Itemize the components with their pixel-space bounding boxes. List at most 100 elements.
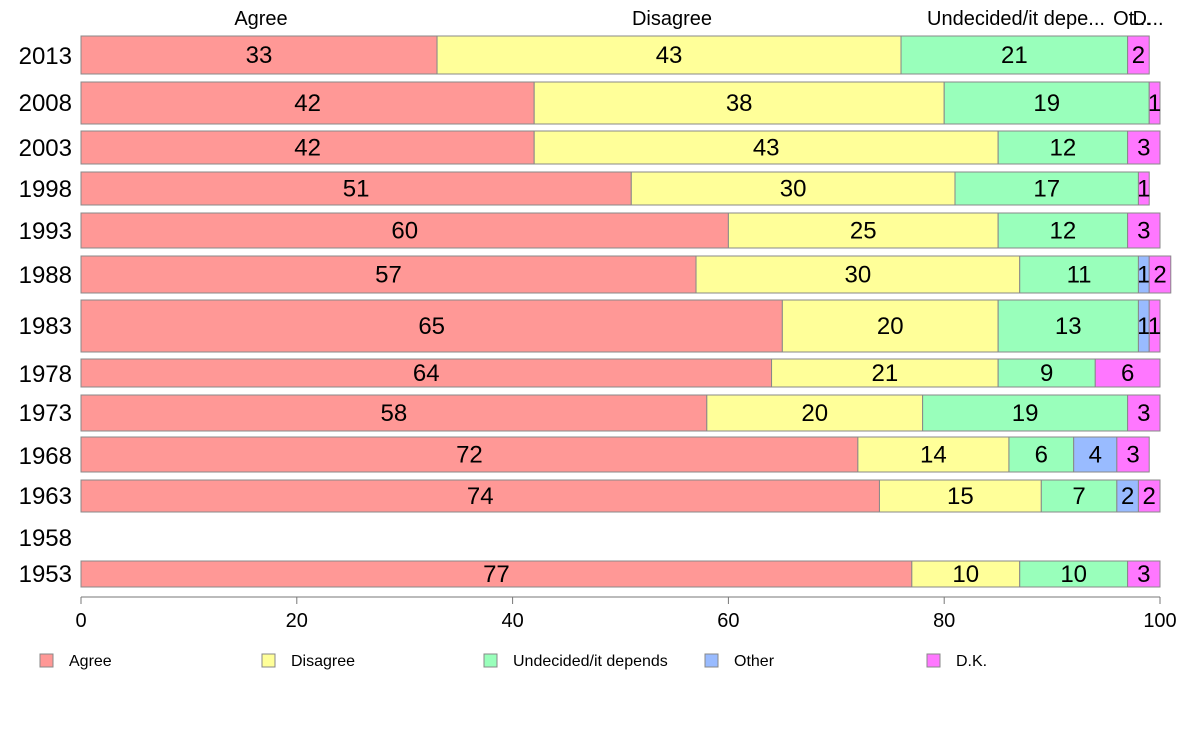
top-label: Agree [234,8,287,30]
bar-value-label: 65 [418,313,445,340]
x-tick-label: 60 [717,610,739,632]
bar-segment [1008,436,1075,473]
bar-value-label: 25 [850,218,877,245]
x-tick-label: 40 [501,610,523,632]
bar-value-label: 3 [1137,218,1150,245]
bar-segment [80,358,773,388]
bar-segment [1148,81,1161,125]
bar-value-label: 30 [780,176,807,203]
bar-value-label: 19 [1012,400,1039,427]
bar-segment [997,130,1129,165]
legend-label: Disagree [291,653,355,670]
category-label: 1993 [19,218,72,245]
bar-value-label: 72 [456,442,483,469]
bar-value-label: 15 [947,483,974,510]
bar-value-label: 3 [1137,135,1150,162]
bar-segment [80,212,729,249]
legend-label: Agree [69,653,112,670]
x-axis: 0 20 40 60 80 100 [75,596,1177,632]
bar-value-label: 51 [343,176,370,203]
bar-segment [533,130,999,165]
bar-segment [630,171,956,206]
bar-segment [727,212,999,249]
bar-value-label: 2 [1132,42,1145,69]
bar-value-label: 38 [726,90,753,117]
bar-segment [80,436,859,473]
top-label: Disagree [632,8,712,30]
bar-segment [997,299,1139,353]
bar-segment [1148,255,1172,294]
category-label: 1958 [19,525,72,552]
bar-value-label: 21 [1001,42,1028,69]
bar-value-label: 1 [1148,313,1161,340]
legend-swatch [261,653,276,668]
bar-value-label: 1 [1137,176,1150,203]
bar-value-label: 43 [656,42,683,69]
bar-segment [1127,560,1161,588]
year-labels: 2013 2008 2003 1998 1993 1988 1983 1978 1973 1968… [19,43,72,588]
bar-segment [781,299,999,353]
bar-segment [1137,171,1150,206]
bar-segment [922,394,1129,432]
bar-value-label: 1 [1137,262,1150,289]
bar-value-label: 17 [1033,176,1060,203]
x-tick-label: 20 [286,610,308,632]
legend-label: Undecided/it depends [513,653,668,670]
bar-segment [436,35,902,75]
bar-segment [80,130,535,165]
bar-value-label: 77 [483,561,510,588]
bar-segment [1116,436,1150,473]
bar-value-label: 21 [872,360,899,387]
bar-value-label: 10 [952,561,979,588]
bar-value-label: 6 [1121,360,1134,387]
category-label: 2003 [19,135,72,162]
category-label: 2013 [19,43,72,70]
bar-value-label: 1 [1148,90,1161,117]
bar-segment [1127,35,1150,75]
bar-value-label: 2 [1153,262,1166,289]
bar-segment [911,560,1021,588]
bar-segment [695,255,1021,294]
bar-segment [997,358,1096,388]
bar-segment [80,394,708,432]
bar-value-label: 11 [1067,262,1092,289]
legend-swatch [926,653,941,668]
bar-segment [533,81,945,125]
bar-segment [80,81,535,125]
bar-value-label: 20 [877,313,904,340]
bar-segment [1127,394,1161,432]
x-tick-label: 100 [1143,610,1176,632]
bar-value-label: 20 [801,400,828,427]
bar-segment [771,358,999,388]
bar-segment [1019,255,1139,294]
legend-swatch [39,653,54,668]
bars: 33 43 21 242 38 19 142 43 12 351 30 17 160 25 12 357 30 1… [80,35,1172,588]
category-label: 1983 [19,313,72,340]
category-label: 2008 [19,90,72,117]
bar-segment [80,560,913,588]
bar-value-label: 42 [294,135,321,162]
bar-segment [1127,212,1161,249]
bar-segment [1137,479,1161,513]
category-label: 1953 [19,561,72,588]
category-label: 1978 [19,361,72,388]
bar-segment [80,255,697,294]
bar-value-label: 1 [1137,313,1150,340]
bar-value-label: 57 [375,262,402,289]
bar-value-label: 74 [467,483,494,510]
top-label: D... [1132,8,1163,30]
bar-value-label: 2 [1143,483,1156,510]
bar-value-label: 6 [1035,442,1048,469]
bar-value-label: 64 [413,360,440,387]
bar-value-label: 7 [1072,483,1085,510]
bar-value-label: 60 [391,218,418,245]
bar-value-label: 10 [1060,561,1087,588]
bar-segment [80,299,783,353]
bar-value-label: 3 [1137,400,1150,427]
x-tick-label: 0 [75,610,86,632]
bar-segment [943,81,1150,125]
bar-value-label: 12 [1050,135,1077,162]
bar-value-label: 4 [1089,442,1102,469]
bar-segment [1094,358,1161,388]
